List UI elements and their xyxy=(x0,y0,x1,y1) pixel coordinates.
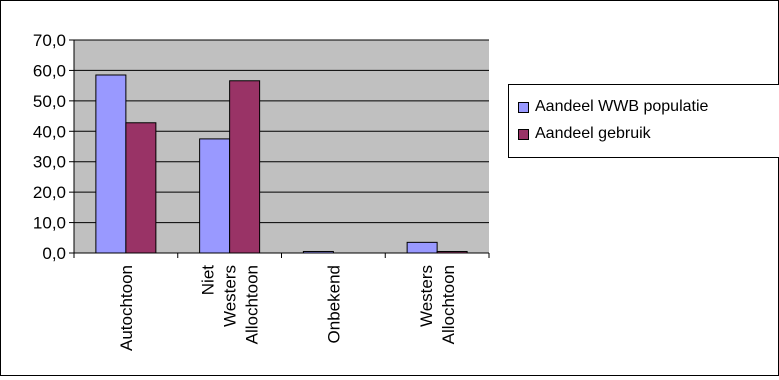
y-tick-label: 0,0 xyxy=(42,244,66,263)
y-tick-label: 10,0 xyxy=(33,214,66,233)
x-category-label: Allochtoon xyxy=(439,265,458,344)
x-category-label: Westers xyxy=(221,265,240,327)
x-category-label: Onbekend xyxy=(324,265,343,343)
y-tick-label: 70,0 xyxy=(33,31,66,50)
bar-1-2 xyxy=(199,138,231,254)
y-tick-label: 60,0 xyxy=(33,61,66,80)
bar-2-4 xyxy=(436,250,468,254)
legend-label-series-1: Aandeel WWB populatie xyxy=(535,98,709,115)
legend-item-series-2: Aandeel gebruik xyxy=(518,124,651,144)
bar-2-1 xyxy=(125,122,157,254)
x-category-label: Autochtoon xyxy=(117,265,136,351)
bar-1-4 xyxy=(406,241,438,254)
legend: Aandeel WWB populatie Aandeel gebruik xyxy=(508,84,779,158)
bar-1-3 xyxy=(302,250,334,254)
legend-label-series-2: Aandeel gebruik xyxy=(535,125,651,142)
legend-item-series-1: Aandeel WWB populatie xyxy=(518,97,708,117)
legend-swatch-series-1 xyxy=(518,101,529,113)
x-category-label: Westers xyxy=(417,265,436,327)
x-category-label: Allochtoon xyxy=(243,265,262,344)
y-tick-label: 30,0 xyxy=(33,153,66,172)
bar-2-2 xyxy=(229,80,261,254)
y-tick-label: 40,0 xyxy=(33,122,66,141)
y-tick-label: 20,0 xyxy=(33,183,66,202)
legend-swatch-series-2 xyxy=(518,128,529,140)
y-tick-label: 50,0 xyxy=(33,92,66,111)
bar-1-1 xyxy=(95,74,127,254)
x-category-label: Niet xyxy=(199,265,218,296)
